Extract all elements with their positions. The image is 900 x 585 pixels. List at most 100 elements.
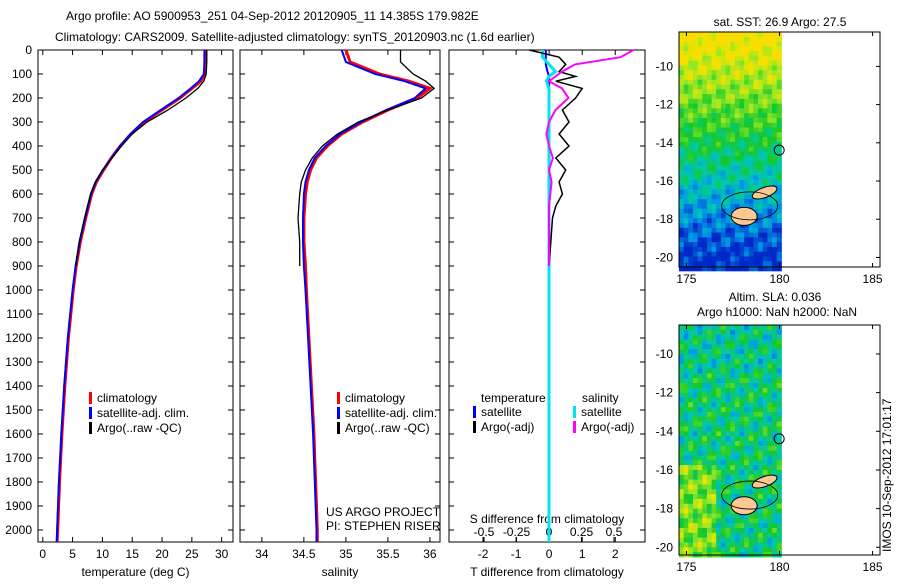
field-cell <box>776 469 782 476</box>
field-cell <box>683 547 689 553</box>
field-cell <box>776 199 782 205</box>
field-cell <box>762 32 768 38</box>
field-cell <box>683 208 689 215</box>
field-cell <box>753 141 759 148</box>
field-cell <box>748 70 754 76</box>
plot-frame <box>239 49 441 543</box>
field-cell <box>730 94 736 100</box>
field-cell <box>762 363 768 369</box>
field-cell <box>748 445 754 452</box>
field-cell <box>692 256 699 262</box>
field-cell <box>711 474 717 481</box>
field-cell <box>762 440 768 447</box>
field-cell <box>776 445 782 452</box>
field-cell <box>744 527 750 534</box>
field-cell <box>734 469 740 476</box>
field-cell <box>679 513 685 519</box>
field-cell <box>720 199 727 205</box>
field-cell <box>688 175 694 181</box>
field-cell <box>776 117 782 124</box>
field-cell <box>716 445 722 452</box>
field-cell <box>744 387 750 394</box>
x-axis-label: temperature (deg C) <box>81 565 189 579</box>
field-cell <box>776 160 782 167</box>
field-cell <box>776 397 782 403</box>
field-cell <box>697 103 703 109</box>
field-cell <box>720 382 727 389</box>
field-cell <box>762 387 768 394</box>
field-cell <box>725 32 731 38</box>
field-cell <box>702 60 708 66</box>
field-cell <box>683 392 689 398</box>
field-cell <box>679 189 685 195</box>
field-cell <box>725 411 731 418</box>
legend-label: Argo(-adj) <box>481 420 534 434</box>
y-tick-label: 1000 <box>5 283 32 297</box>
field-cell <box>776 113 782 119</box>
field-cell <box>748 146 754 152</box>
y-tick-label: 1900 <box>5 499 32 513</box>
field-cell <box>711 199 717 205</box>
field-cell <box>688 79 694 86</box>
field-cell <box>772 79 778 86</box>
field-cell <box>734 547 740 553</box>
field-cell <box>753 127 759 133</box>
field-cell <box>720 489 727 495</box>
field-cell <box>762 151 768 157</box>
field-cell <box>753 518 759 524</box>
field-cell <box>772 329 778 336</box>
field-cell <box>683 256 689 262</box>
field-cell <box>762 542 768 548</box>
field-cell <box>720 170 727 176</box>
field-cell <box>734 402 740 408</box>
field-cell <box>758 373 764 379</box>
field-cell <box>748 349 754 355</box>
field-cell <box>688 165 694 172</box>
field-cell <box>683 465 689 471</box>
field-cell <box>776 411 782 418</box>
field-cell <box>711 156 717 162</box>
field-cell <box>706 36 713 43</box>
field-cell <box>692 339 699 345</box>
field-cell <box>753 469 759 476</box>
field-cell <box>711 397 717 403</box>
field-cell <box>730 199 736 205</box>
field-cell <box>744 36 750 43</box>
field-cell <box>767 411 773 418</box>
field-cell <box>734 513 740 519</box>
field-cell <box>748 421 754 427</box>
field-cell <box>748 407 754 413</box>
field-cell <box>688 494 694 500</box>
field-cell <box>702 440 708 447</box>
field-cell <box>716 402 722 408</box>
field-cell <box>711 70 717 76</box>
field-cell <box>758 436 764 442</box>
field-cell <box>772 122 778 129</box>
field-cell <box>730 339 736 345</box>
field-cell <box>706 508 713 514</box>
field-cell <box>711 60 717 66</box>
field-cell <box>706 431 713 437</box>
field-cell <box>772 353 778 360</box>
field-cell <box>758 460 764 466</box>
field-cell <box>762 165 768 172</box>
field-cell <box>762 251 768 257</box>
field-cell <box>762 237 768 243</box>
field-cell <box>683 368 689 374</box>
field-cell <box>688 363 694 369</box>
field-cell <box>702 127 708 133</box>
field-cell <box>692 227 699 234</box>
field-cell <box>739 392 745 398</box>
y-tick-label: 700 <box>12 211 32 225</box>
field-cell <box>725 537 731 543</box>
field-cell <box>748 65 754 71</box>
field-cell <box>720 421 727 427</box>
field-cell <box>688 440 694 447</box>
field-cell <box>734 484 740 490</box>
field-cell <box>716 79 722 86</box>
field-cell <box>692 513 699 519</box>
field-cell <box>748 378 754 384</box>
field-cell <box>776 329 782 336</box>
field-cell <box>683 527 689 534</box>
field-cell <box>772 421 778 427</box>
